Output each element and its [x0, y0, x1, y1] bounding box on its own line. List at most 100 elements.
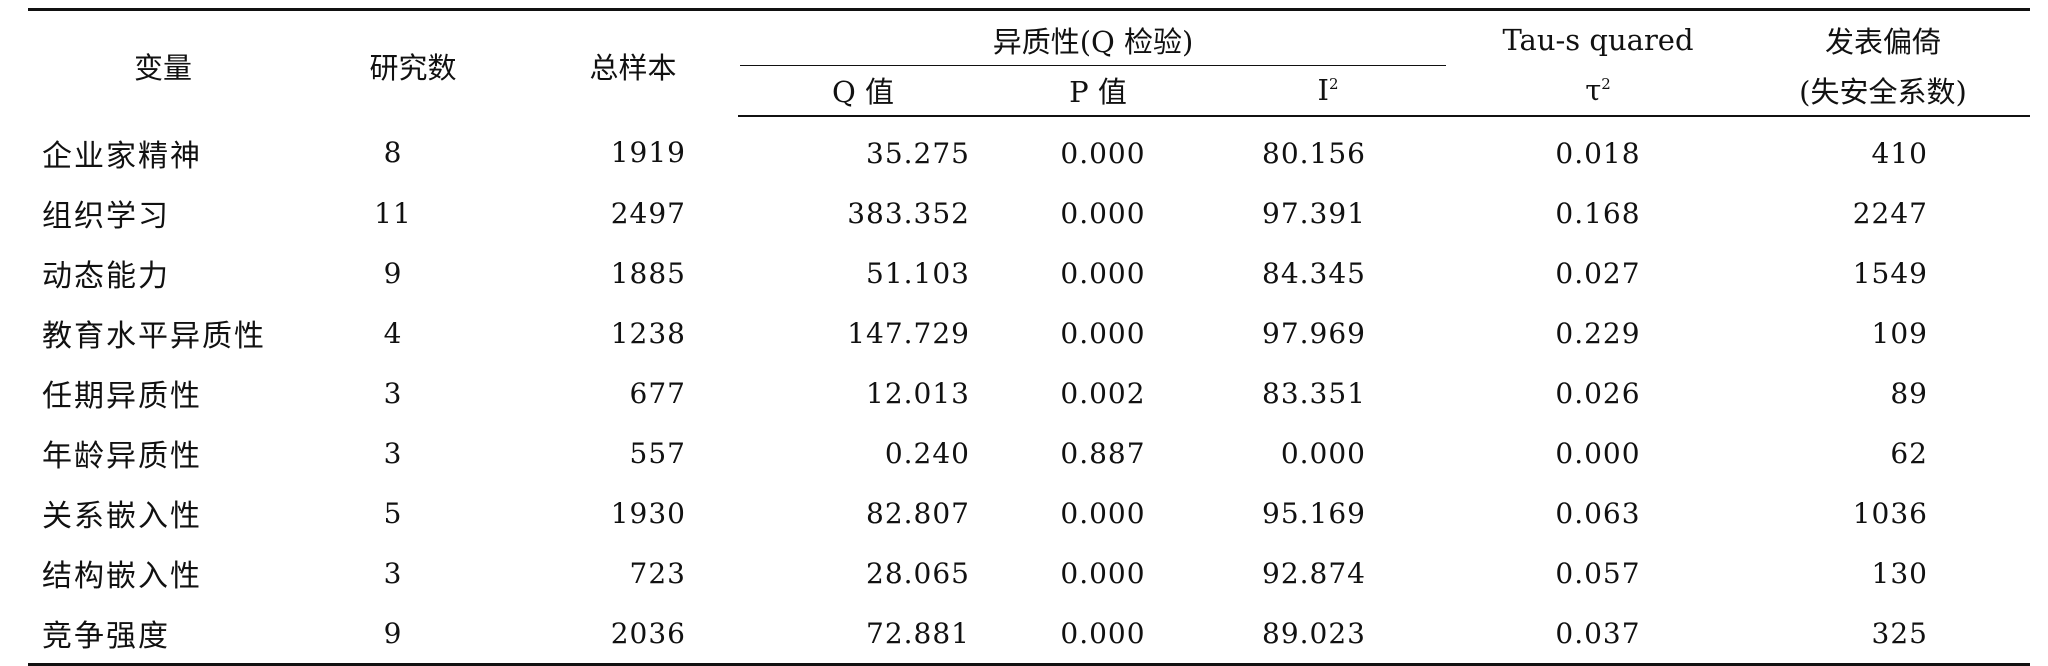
header-heterogeneity-group: 异质性(Q 检验) — [738, 8, 1448, 66]
header-tau-sup: 2 — [1601, 75, 1611, 93]
cell-tau-squared: 0.063 — [1555, 496, 1641, 530]
cell-variable: 动态能力 — [42, 259, 170, 294]
cell-tau-squared: 0.000 — [1555, 436, 1641, 470]
cell-total-sample: 1885 — [610, 256, 686, 290]
header-tau-top: Tau-s quared — [1448, 8, 1728, 65]
header-pub-bias-bottom: (失安全系数) — [1728, 65, 2030, 117]
cell-q-value: 12.013 — [866, 376, 970, 410]
cell-studies: 5 — [383, 496, 403, 530]
cell-fail-safe-n: 325 — [1728, 603, 2030, 666]
cell-p-value: 0.000 — [1060, 136, 1146, 170]
cell-total-sample: 2497 — [610, 196, 686, 230]
cell-q-value: 51.103 — [866, 256, 970, 290]
header-total-sample: 总样本 — [528, 8, 738, 116]
header-q-value: Q 值 — [738, 65, 988, 117]
header-studies: 研究数 — [298, 8, 528, 116]
table-row: 企业家精神 8 1919 35.275 0.000 80.156 0.018 410 — [28, 116, 2030, 183]
cell-q-value: 383.352 — [847, 196, 970, 230]
cell-fail-safe-n: 1036 — [1852, 496, 1928, 530]
cell-i2: 89.023 — [1208, 603, 1448, 666]
cell-fail-safe-n: 1549 — [1852, 256, 1928, 290]
cell-variable: 年龄异质性 — [42, 439, 202, 474]
cell-tau-squared: 0.057 — [1555, 556, 1641, 590]
cell-variable: 任期异质性 — [42, 379, 202, 414]
cell-tau-squared: 0.018 — [1555, 136, 1641, 170]
cell-p-value: 0.000 — [1060, 496, 1146, 530]
cell-fail-safe-n: 410 — [1871, 136, 1928, 170]
cell-q-value: 28.065 — [866, 556, 970, 590]
cell-studies: 9 — [383, 256, 403, 290]
header-pub-bias-top: 发表偏倚 — [1728, 8, 2030, 65]
cell-q-value: 35.275 — [866, 136, 970, 170]
cell-i2: 80.156 — [1262, 136, 1366, 170]
cell-total-sample: 1919 — [610, 136, 686, 169]
header-heterogeneity-label: 异质性(Q 检验) — [992, 25, 1194, 59]
table-row: 动态能力 9 1885 51.103 0.000 84.345 0.027 1549 — [28, 243, 2030, 303]
cell-p-value: 0.887 — [1060, 436, 1146, 470]
table-row: 任期异质性 3 677 12.013 0.002 83.351 0.026 89 — [28, 363, 2030, 423]
header-variable: 变量 — [28, 8, 298, 116]
meta-analysis-table: 变量 研究数 总样本 异质性(Q 检验) Tau-s quared 发表偏倚 Q… — [28, 8, 2030, 666]
cell-total-sample: 723 — [629, 556, 686, 590]
header-tau: τ2 — [1448, 65, 1728, 117]
cell-tau-squared: 0.026 — [1555, 376, 1641, 410]
cell-total-sample: 1238 — [610, 316, 686, 350]
meta-analysis-table-container: 变量 研究数 总样本 异质性(Q 检验) Tau-s quared 发表偏倚 Q… — [28, 8, 2030, 666]
cell-p-value: 0.000 — [1060, 556, 1146, 590]
cell-studies: 4 — [383, 316, 403, 350]
cell-i2: 97.969 — [1262, 316, 1366, 350]
cell-i2: 92.874 — [1262, 556, 1366, 590]
cell-p-value: 0.000 — [1060, 316, 1146, 350]
cell-i2: 95.169 — [1262, 496, 1366, 530]
cell-total-sample: 2036 — [528, 603, 738, 666]
header-p-value: P 值 — [988, 65, 1208, 117]
cell-fail-safe-n: 130 — [1871, 556, 1928, 590]
cell-tau-squared: 0.037 — [1448, 603, 1728, 666]
table-body: 企业家精神 8 1919 35.275 0.000 80.156 0.018 410 组织学习 1… — [28, 116, 2030, 666]
cell-studies: 11 — [374, 196, 412, 230]
cell-tau-squared: 0.168 — [1555, 196, 1641, 230]
header-i2: I2 — [1208, 65, 1448, 117]
cell-variable: 组织学习 — [42, 199, 170, 234]
cell-tau-squared: 0.229 — [1555, 316, 1641, 350]
table-row: 结构嵌入性 3 723 28.065 0.000 92.874 0.057 130 — [28, 543, 2030, 603]
cell-q-value: 0.240 — [884, 436, 970, 470]
cell-q-value: 82.807 — [866, 496, 970, 530]
cell-i2: 83.351 — [1262, 376, 1366, 410]
header-tau-base: τ — [1585, 73, 1602, 107]
cell-total-sample: 1930 — [610, 496, 686, 530]
cell-fail-safe-n: 2247 — [1852, 196, 1928, 230]
cell-p-value: 0.000 — [1060, 196, 1146, 230]
cell-variable: 结构嵌入性 — [42, 559, 202, 594]
cell-q-value: 147.729 — [847, 316, 970, 350]
cell-studies: 8 — [383, 136, 403, 169]
table-header: 变量 研究数 总样本 异质性(Q 检验) Tau-s quared 发表偏倚 Q… — [28, 8, 2030, 117]
cell-tau-squared: 0.027 — [1555, 256, 1641, 290]
cell-variable: 企业家精神 — [42, 138, 202, 174]
cell-p-value: 0.000 — [988, 603, 1208, 666]
cell-fail-safe-n: 89 — [1890, 376, 1928, 410]
cell-p-value: 0.002 — [1060, 376, 1146, 410]
cell-p-value: 0.000 — [1060, 256, 1146, 290]
cell-studies: 3 — [383, 556, 403, 590]
cell-fail-safe-n: 109 — [1871, 316, 1928, 350]
table-row: 竞争强度 9 2036 72.881 0.000 89.023 0.037 325 — [28, 603, 2030, 666]
cell-q-value: 72.881 — [738, 603, 988, 666]
cell-total-sample: 677 — [629, 376, 686, 410]
table-row: 关系嵌入性 5 1930 82.807 0.000 95.169 0.063 1036 — [28, 483, 2030, 543]
cell-i2: 97.391 — [1262, 196, 1366, 230]
cell-variable: 关系嵌入性 — [42, 499, 202, 534]
header-i2-sup: 2 — [1328, 75, 1339, 93]
cell-variable: 竞争强度 — [28, 603, 298, 666]
cell-i2: 84.345 — [1262, 256, 1366, 290]
cell-fail-safe-n: 62 — [1890, 436, 1928, 470]
cell-variable: 教育水平异质性 — [42, 319, 266, 354]
cell-studies: 3 — [383, 436, 403, 470]
cell-studies: 3 — [383, 376, 403, 410]
table-row: 教育水平异质性 4 1238 147.729 0.000 97.969 0.229 109 — [28, 303, 2030, 363]
cell-i2: 0.000 — [1280, 436, 1366, 470]
cell-studies: 9 — [298, 603, 528, 666]
table-row: 年龄异质性 3 557 0.240 0.887 0.000 0.000 62 — [28, 423, 2030, 483]
table-row: 组织学习 11 2497 383.352 0.000 97.391 0.168 2247 — [28, 183, 2030, 243]
header-i2-base: I — [1317, 73, 1329, 107]
